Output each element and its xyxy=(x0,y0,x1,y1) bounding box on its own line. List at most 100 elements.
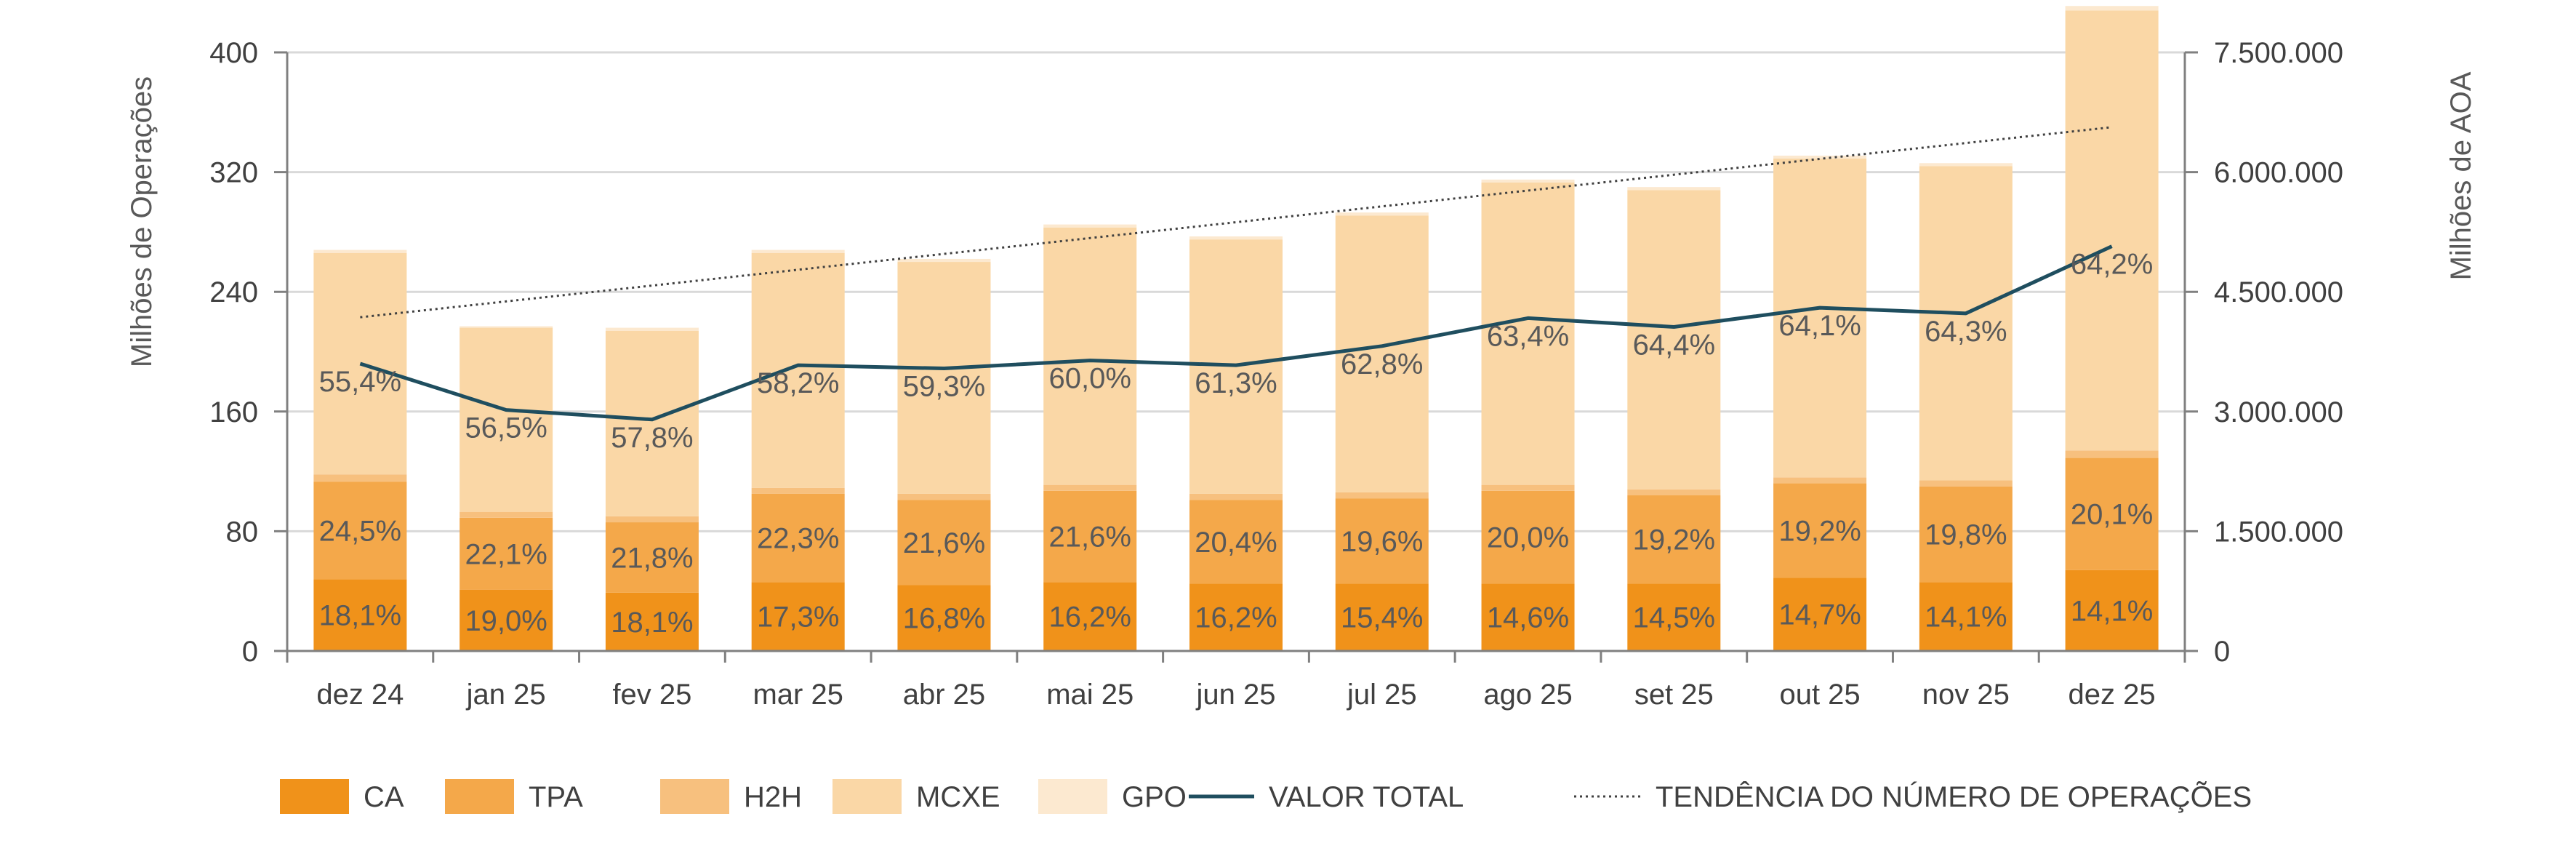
bar-h2h xyxy=(1627,489,1721,496)
bar-gpo xyxy=(1773,155,1867,159)
label-tpa-pct: 19,2% xyxy=(1778,515,1861,547)
label-tpa-pct: 24,5% xyxy=(319,515,401,547)
legend-swatch-tpa xyxy=(445,779,514,814)
left-tick-label: 80 xyxy=(226,516,259,548)
label-mcxe-pct: 63,4% xyxy=(1487,320,1569,352)
label-mcxe-pct: 62,8% xyxy=(1341,348,1423,380)
legend-label: CA xyxy=(364,781,404,813)
x-tick-label: out 25 xyxy=(1779,679,1860,711)
label-ca-pct: 14,1% xyxy=(2071,595,2153,627)
bar-ca xyxy=(1919,582,2013,651)
left-tick-label: 320 xyxy=(209,157,258,189)
bar-tpa xyxy=(897,500,991,586)
x-tick-label: dez 24 xyxy=(316,679,404,711)
bar-h2h xyxy=(1335,492,1429,499)
bar-tpa xyxy=(313,482,407,580)
bar-tpa xyxy=(2065,458,2159,570)
right-tick-label: 0 xyxy=(2214,636,2230,668)
label-ca-pct: 14,1% xyxy=(1925,602,2007,634)
right-tick-label: 6.000.000 xyxy=(2214,157,2343,189)
bar-h2h xyxy=(751,487,845,494)
label-mcxe-pct: 64,2% xyxy=(2071,249,2153,281)
bar-gpo xyxy=(1481,179,1575,183)
bar-tpa xyxy=(1773,483,1867,578)
legend-swatch-gpo xyxy=(1038,779,1107,814)
axes: 0 80 160 240 320 400 0 1.500.000 3.000.000 4.500.… xyxy=(126,37,2477,711)
bar-ca xyxy=(460,589,553,651)
valor-total-line xyxy=(359,244,2113,422)
bar-h2h xyxy=(2065,450,2159,458)
right-tick-label: 4.500.000 xyxy=(2214,276,2343,308)
bar-h2h xyxy=(605,516,699,523)
label-mcxe-pct: 61,3% xyxy=(1195,367,1277,399)
label-tpa-pct: 20,4% xyxy=(1195,527,1277,559)
label-tpa-pct: 19,6% xyxy=(1341,526,1423,558)
bar-h2h xyxy=(313,474,407,482)
right-axis-title: Milhões de AOA xyxy=(2445,71,2477,280)
stacked-bars xyxy=(313,6,2159,651)
valor-total-layer xyxy=(359,244,2113,422)
bar-ca xyxy=(1481,583,1575,651)
label-mcxe-pct: 57,8% xyxy=(611,422,693,454)
bar-h2h xyxy=(1919,480,2013,487)
label-tpa-pct: 21,8% xyxy=(611,542,693,574)
label-tpa-pct: 21,6% xyxy=(1049,522,1131,554)
percentage-labels: 18,1% 24,5% 55,4% 19,0% 22,1% 56,5% 18,1% 21,8%… xyxy=(319,249,2154,639)
bar-ca xyxy=(1043,582,1137,651)
bar-h2h xyxy=(1043,484,1137,491)
bar-ca xyxy=(2065,570,2159,651)
bar-gpo xyxy=(897,258,991,263)
label-ca-pct: 19,0% xyxy=(465,605,547,637)
label-mcxe-pct: 64,3% xyxy=(1925,316,2007,348)
bar-mcxe xyxy=(605,330,699,516)
bar-gpo xyxy=(313,249,407,253)
bar-mcxe xyxy=(460,327,553,512)
label-tpa-pct: 19,2% xyxy=(1633,524,1715,556)
bar-h2h xyxy=(1189,493,1283,500)
bar-gpo xyxy=(1919,163,2013,167)
bar-mcxe xyxy=(1335,215,1429,492)
x-tick-label: jan 25 xyxy=(466,679,546,711)
x-tick-label: jun 25 xyxy=(1196,679,1276,711)
bar-tpa xyxy=(1919,486,2013,583)
label-ca-pct: 18,1% xyxy=(611,607,693,639)
bar-mcxe xyxy=(1043,227,1137,485)
bar-tpa xyxy=(1481,490,1575,584)
bar-tpa xyxy=(1043,490,1137,583)
bar-tpa xyxy=(1627,495,1721,584)
left-tick-label: 0 xyxy=(242,636,258,668)
bar-ca xyxy=(605,592,699,651)
label-ca-pct: 16,8% xyxy=(903,603,985,635)
bar-h2h xyxy=(1773,477,1867,484)
label-mcxe-pct: 55,4% xyxy=(319,366,401,398)
label-ca-pct: 17,3% xyxy=(757,602,839,634)
bar-mcxe xyxy=(897,262,991,494)
bar-ca xyxy=(897,585,991,651)
bar-gpo xyxy=(2065,6,2159,11)
label-mcxe-pct: 58,2% xyxy=(757,367,839,399)
label-mcxe-pct: 59,3% xyxy=(903,371,985,403)
x-tick-label: set 25 xyxy=(1634,679,1714,711)
label-ca-pct: 14,7% xyxy=(1778,599,1861,631)
legend-swatch-ca xyxy=(280,779,349,814)
bar-ca xyxy=(1335,583,1429,651)
bar-tpa xyxy=(751,493,845,583)
legend-label: VALOR TOTAL xyxy=(1269,781,1464,813)
bar-ca xyxy=(1189,583,1283,651)
bar-ca xyxy=(1773,578,1867,651)
right-tick-label: 3.000.000 xyxy=(2214,396,2343,428)
bar-gpo xyxy=(605,327,699,331)
bar-tpa xyxy=(1335,498,1429,584)
label-tpa-pct: 21,6% xyxy=(903,527,985,559)
label-mcxe-pct: 64,4% xyxy=(1633,329,1715,361)
x-tick-label: nov 25 xyxy=(1922,679,2010,711)
left-axis-title: Milhões de Operações xyxy=(126,76,158,367)
bar-gpo xyxy=(460,326,553,328)
label-mcxe-pct: 60,0% xyxy=(1049,363,1131,395)
bar-h2h xyxy=(897,493,991,500)
label-ca-pct: 16,2% xyxy=(1049,602,1131,634)
bar-tpa xyxy=(460,517,553,590)
legend-label: MCXE xyxy=(916,781,1000,813)
label-mcxe-pct: 64,1% xyxy=(1778,310,1861,342)
